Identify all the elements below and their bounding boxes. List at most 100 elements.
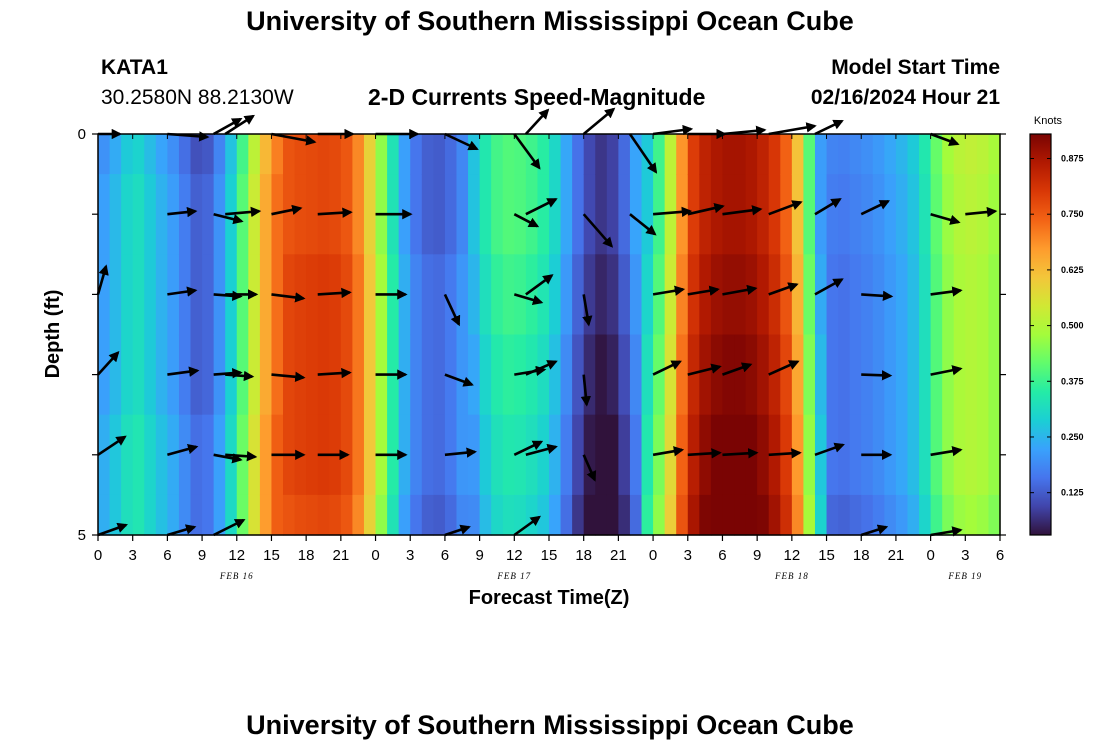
- colorbar-tick-label: 0.250: [1061, 432, 1084, 442]
- heatmap-cell: [363, 334, 377, 416]
- current-vector-arrow: [525, 274, 554, 296]
- heatmap-cell: [491, 414, 504, 496]
- heatmap-cell: [109, 334, 122, 416]
- heatmap-cell: [294, 494, 307, 536]
- heatmap-cell: [410, 174, 423, 255]
- heatmap-cell: [121, 494, 134, 536]
- current-vector-arrow: [213, 117, 243, 136]
- colorbar-unit: Knots: [1034, 115, 1063, 127]
- current-vector-arrow: [687, 448, 722, 459]
- heatmap-cell: [121, 134, 134, 175]
- heatmap-cell: [433, 134, 446, 175]
- heatmap-cell: [919, 254, 932, 336]
- heatmap-cell: [190, 174, 203, 255]
- heatmap-cell: [178, 414, 192, 496]
- heatmap-cell: [271, 494, 284, 536]
- heatmap-cell: [410, 254, 423, 336]
- heatmap-cell: [317, 494, 330, 536]
- heatmap-cell: [895, 254, 909, 336]
- heatmap-cell: [641, 414, 654, 496]
- heatmap-cell: [768, 174, 781, 255]
- heatmap-cell: [629, 494, 643, 536]
- heatmap-cell: [710, 414, 724, 496]
- current-vector-arrow: [317, 207, 353, 218]
- current-vector-arrow: [628, 133, 658, 174]
- heatmap-cell: [132, 134, 145, 175]
- heatmap-cell: [791, 334, 805, 416]
- current-vector-arrow: [213, 453, 243, 464]
- heatmap-cell: [699, 494, 712, 536]
- heatmap-cell: [907, 494, 920, 536]
- current-vector-arrow: [930, 526, 963, 537]
- x-tick-label: 3: [129, 547, 137, 564]
- current-vector-arrow: [513, 213, 540, 228]
- heatmap-cell: [109, 254, 122, 336]
- heatmap-cell: [479, 494, 492, 536]
- heatmap-cell: [699, 414, 712, 496]
- heatmap-cell: [352, 254, 365, 336]
- heatmap-cell: [780, 174, 793, 255]
- heatmap-cell: [283, 254, 296, 336]
- current-vector-arrow: [652, 446, 685, 457]
- heatmap-cell: [98, 334, 111, 416]
- heatmap-cell: [641, 174, 654, 255]
- x-axis: 0 3 6 9 12 15 18 21 0 3 6 9 12 15 18 21 0 3 6 9 12 15 18 21 0 3 6 F…: [94, 134, 1004, 581]
- heatmap-cell: [456, 414, 469, 496]
- heatmap-cell: [329, 134, 342, 175]
- heatmap-cell: [884, 254, 897, 336]
- current-vector-arrow: [582, 454, 597, 482]
- colorbar: Knots 0.125 0.250 0.375 0.500 0.625 0.750 0.87…: [1029, 115, 1084, 536]
- y-tick-label: 0: [78, 126, 86, 143]
- heatmap-cell: [814, 254, 828, 336]
- heatmap-cell: [861, 494, 874, 536]
- heatmap-cell: [930, 174, 943, 255]
- current-vector-arrow: [97, 522, 128, 537]
- heatmap-cells: [98, 134, 1001, 536]
- current-vector-arrow: [930, 286, 963, 297]
- heatmap-cell: [988, 134, 1001, 175]
- heatmap-cell: [549, 134, 562, 175]
- heatmap-cell: [491, 134, 504, 175]
- heatmap-cell: [144, 334, 157, 416]
- current-vector-arrow: [525, 443, 558, 457]
- current-vector-arrow: [513, 133, 541, 170]
- heatmap-cell: [572, 254, 585, 336]
- heatmap-cell: [676, 134, 689, 175]
- heatmap-cell: [884, 174, 897, 255]
- current-vector-arrow: [722, 362, 753, 376]
- heatmap-cell: [988, 174, 1001, 255]
- current-vector-arrow: [213, 518, 246, 537]
- heatmap-cell: [653, 334, 666, 416]
- current-vector-arrow: [652, 360, 682, 376]
- current-vector-arrow: [687, 202, 725, 216]
- heatmap-cell: [421, 494, 434, 536]
- current-vector-arrow: [225, 451, 258, 462]
- heatmap-cell: [236, 494, 249, 536]
- colorbar-tick-label: 0.625: [1061, 265, 1084, 275]
- heatmap-cell: [803, 494, 816, 536]
- heatmap-cell: [780, 254, 793, 336]
- y-axis: 05: [78, 126, 1006, 544]
- x-tick-label: 6: [441, 547, 449, 564]
- station-coordinates: 30.2580N 88.2130W: [101, 86, 294, 109]
- model-start-value: 02/16/2024 Hour 21: [810, 86, 1000, 109]
- heatmap-cell: [340, 334, 354, 416]
- current-vector-arrow: [814, 198, 842, 216]
- heatmap-cell: [421, 134, 434, 175]
- heatmap-cell: [976, 254, 990, 336]
- current-vector-arrow: [271, 371, 306, 383]
- current-vector-arrow: [225, 206, 262, 218]
- heatmap-cell: [294, 174, 307, 255]
- heatmap-cell: [942, 494, 955, 536]
- heatmap-cell: [953, 254, 966, 336]
- heatmap-cell: [919, 134, 932, 175]
- heatmap-cell: [98, 414, 111, 496]
- heatmap-cell: [363, 494, 377, 536]
- heatmap-cell: [687, 174, 700, 255]
- heatmap-cell: [560, 414, 573, 496]
- heatmap-cell: [375, 134, 388, 175]
- heatmap-cell: [121, 254, 134, 336]
- current-vector-arrow: [167, 443, 199, 457]
- x-tick-label: 15: [263, 547, 280, 564]
- heatmap-cell: [583, 254, 596, 336]
